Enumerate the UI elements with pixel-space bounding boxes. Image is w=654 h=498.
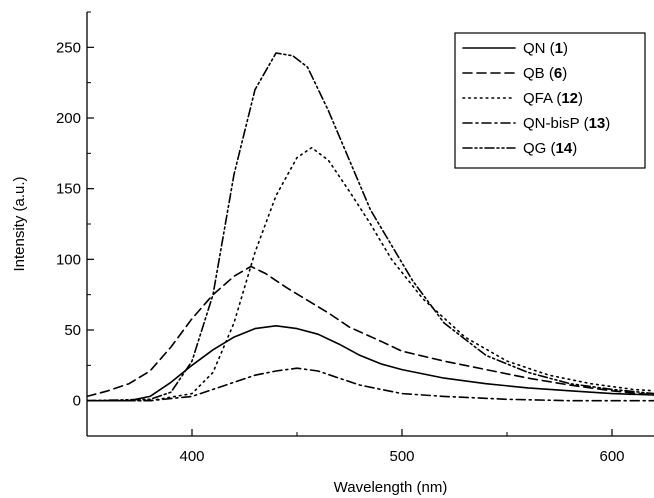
series-line-qn — [87, 325, 654, 402]
y-tick-label: 100 — [56, 251, 81, 268]
legend-compound-number: 12 — [561, 90, 578, 107]
y-tick-label: 150 — [56, 181, 81, 198]
x-tick-label: 500 — [389, 448, 414, 465]
legend-series-name: QN ( — [523, 40, 555, 57]
legend-label: QG (14) — [523, 140, 577, 157]
legend-compound-number: 14 — [556, 140, 573, 157]
plot-lines — [87, 52, 654, 402]
x-tick-label: 600 — [599, 448, 624, 465]
legend-series-name: QFA ( — [523, 90, 561, 107]
legend-close-paren: ) — [605, 115, 610, 132]
series-line-qg — [87, 52, 654, 402]
legend-label: QN (1) — [523, 40, 568, 57]
legend-label: QB (6) — [523, 65, 567, 82]
y-tick-label: 0 — [73, 393, 81, 410]
legend-close-paren: ) — [563, 40, 568, 57]
axes: 0 50 100 150 200 250 400 500 600 Wavelength (nm) I… — [11, 11, 654, 496]
legend-close-paren: ) — [578, 90, 583, 107]
legend-label: QN-bisP (13) — [523, 115, 610, 132]
legend: QN (1)QB (6)QFA (12)QN-bisP (13)QG (14) — [454, 32, 646, 169]
legend-close-paren: ) — [572, 140, 577, 157]
y-axis-title: Intensity (a.u.) — [11, 176, 28, 271]
legend-close-paren: ) — [562, 65, 567, 82]
series-line-qb — [87, 265, 654, 398]
legend-compound-number: 6 — [554, 65, 562, 82]
legend-compound-number: 1 — [555, 40, 563, 57]
legend-series-name: QN-bisP ( — [523, 115, 589, 132]
y-tick-label: 200 — [56, 110, 81, 127]
x-axis-title: Wavelength (nm) — [334, 479, 448, 496]
x-tick-label: 400 — [179, 448, 204, 465]
legend-series-name: QG ( — [523, 140, 556, 157]
legend-box — [454, 32, 646, 169]
legend-series-name: QB ( — [523, 65, 554, 82]
y-tick-label: 250 — [56, 39, 81, 56]
series-line-qfa — [87, 146, 654, 402]
series-line-qn-bisp — [87, 367, 654, 402]
y-tick-label: 50 — [64, 322, 81, 339]
legend-label: QFA (12) — [523, 90, 583, 107]
legend-compound-number: 13 — [589, 115, 606, 132]
